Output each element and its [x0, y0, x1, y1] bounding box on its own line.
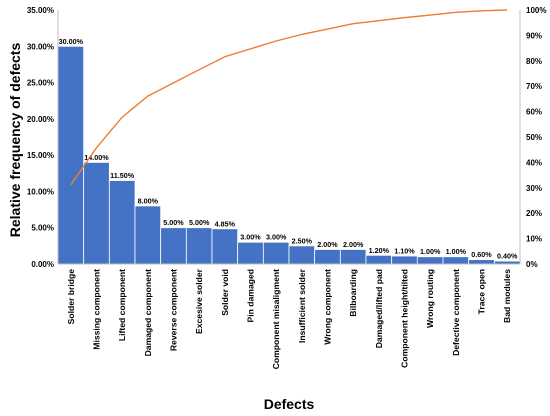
category-label: Lifted component	[117, 269, 127, 341]
y-tick-label: 35.00%	[27, 6, 54, 15]
data-label: 2.00%	[343, 240, 364, 249]
category-label: Component height/tilted	[400, 269, 410, 368]
bar	[365, 254, 393, 265]
y2-tick-label: 20%	[526, 209, 542, 218]
y-axis-title: Relative frequency of defects	[7, 43, 23, 238]
category-label: Pin damaged	[246, 269, 256, 322]
category-label: Wrong routing	[425, 269, 435, 328]
x-axis-title: Defects	[264, 396, 315, 412]
y-tick-label: 30.00%	[27, 42, 54, 51]
data-label: 30.00%	[59, 37, 84, 46]
bar	[57, 45, 85, 265]
bar	[339, 249, 367, 265]
bar	[391, 255, 418, 265]
bar	[416, 256, 444, 265]
data-label: 1.00%	[420, 247, 441, 256]
category-label: Bad modules	[502, 269, 512, 323]
value-labels-layer: 30.00% 14.00%11.50% 8.00% 5.00% 5.00% 4.85% 3.…	[59, 37, 518, 261]
bar	[160, 227, 187, 265]
y-tick-label: 10.00%	[27, 187, 54, 196]
y2-tick-label: 0%	[526, 260, 538, 269]
category-label: Excesive solder	[194, 268, 204, 334]
bar	[442, 256, 470, 265]
y2-tick-label: 10%	[526, 235, 542, 244]
y-tick-label: 25.00%	[27, 79, 54, 88]
bar	[468, 259, 495, 265]
cumulative-line-layer	[70, 9, 508, 186]
data-label: 14.00%	[84, 153, 109, 162]
category-label: Solder void	[220, 269, 230, 316]
data-label: 11.50%	[110, 171, 135, 180]
bar	[262, 241, 290, 265]
y2-tick-label: 30%	[526, 184, 542, 193]
data-label: 1.10%	[394, 247, 415, 256]
category-label: Defective component	[451, 269, 461, 356]
data-label: 3.00%	[266, 233, 287, 242]
category-label: Component misaligment	[271, 269, 281, 369]
bar	[211, 228, 239, 265]
data-label: 5.00%	[163, 218, 184, 227]
bar	[288, 245, 316, 265]
data-label: 8.00%	[138, 196, 159, 205]
y2-tick-label: 70%	[526, 82, 542, 91]
data-label: 5.00%	[189, 218, 210, 227]
data-label: 4.85%	[215, 219, 236, 228]
y-tick-label: 0.00%	[31, 260, 54, 269]
bars-layer	[57, 45, 521, 265]
category-label: Wrong component	[323, 269, 333, 345]
category-label: Damaged component	[143, 269, 153, 357]
y2-tick-labels: 0% 10% 20% 30% 40% 50% 60% 70% 80% 90% 100%	[526, 6, 546, 269]
bar	[237, 241, 264, 265]
y2-tick-label: 100%	[526, 6, 546, 15]
y2-tick-label: 50%	[526, 133, 542, 142]
y2-tick-label: 40%	[526, 158, 542, 167]
y-tick-labels: 0.00% 5.00% 10.00% 15.00% 20.00% 25.00% 30.00%…	[27, 6, 54, 269]
category-label: Solder bridge	[66, 269, 76, 325]
data-label: 3.00%	[240, 233, 261, 242]
data-label: 0.40%	[497, 252, 518, 261]
y2-tick-label: 60%	[526, 108, 542, 117]
category-label: Damaged/lifted pad	[374, 269, 384, 348]
bar	[108, 180, 136, 265]
data-label: 1.20%	[369, 246, 390, 255]
bar	[314, 249, 341, 265]
data-label: 0.60%	[471, 250, 492, 259]
category-label: Missing component	[92, 269, 102, 350]
category-labels: Solder bridge Missing component Lifted com…	[66, 268, 512, 369]
data-label: 2.00%	[317, 240, 338, 249]
y-tick-label: 20.00%	[27, 115, 54, 124]
y2-tick-label: 90%	[526, 31, 542, 40]
bar	[185, 227, 213, 265]
y-tick-label: 15.00%	[27, 151, 54, 160]
category-label: Reverse component	[169, 269, 179, 351]
y-tick-label: 5.00%	[31, 224, 54, 233]
axes-layer	[57, 10, 521, 265]
category-label: Bilboarding	[348, 269, 358, 317]
bar	[83, 161, 110, 265]
category-label: Insufficient solder	[297, 268, 307, 343]
category-label: Trace open	[477, 269, 487, 314]
y2-tick-label: 80%	[526, 57, 542, 66]
data-label: 2.50%	[292, 236, 313, 245]
data-label: 1.00%	[446, 247, 467, 256]
cumulative-line	[70, 9, 508, 186]
bar	[134, 205, 162, 265]
